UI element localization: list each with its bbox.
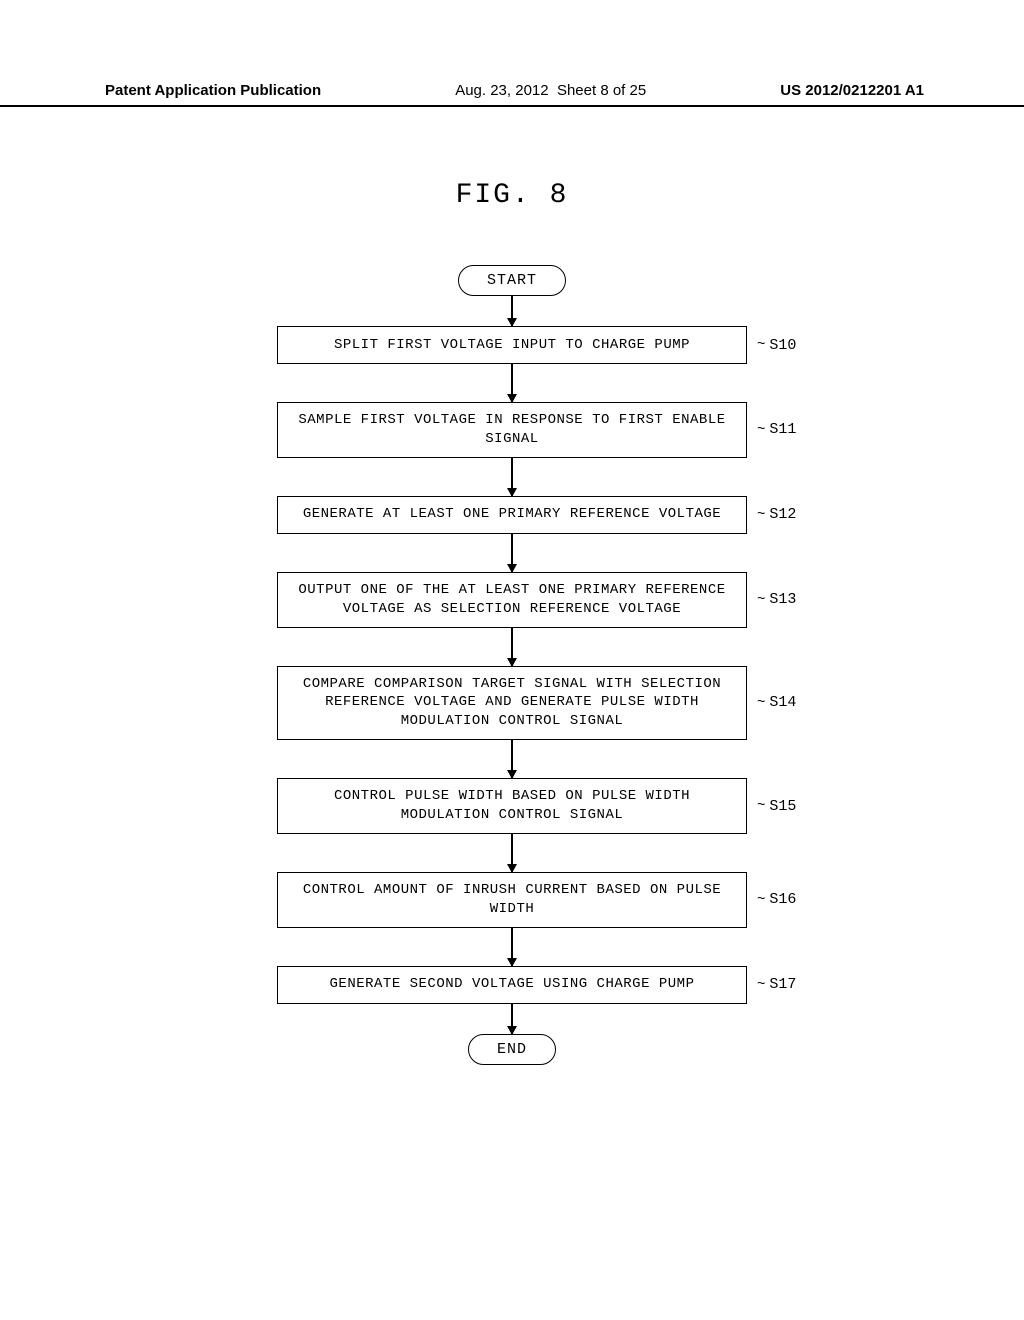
step-label: ~S13 <box>757 591 796 608</box>
flow-arrow <box>511 928 513 966</box>
terminator-end: END <box>468 1034 556 1065</box>
step-row: SAMPLE FIRST VOLTAGE IN RESPONSE TO FIRS… <box>277 402 747 458</box>
step-label: ~S12 <box>757 506 796 523</box>
step-id: S12 <box>769 506 796 523</box>
flow-arrow <box>511 458 513 496</box>
flow-arrow <box>511 740 513 778</box>
flow-arrow <box>511 834 513 872</box>
flow-arrow <box>511 628 513 666</box>
step-id: S13 <box>769 591 796 608</box>
flow-arrow <box>511 364 513 402</box>
step-label: ~S16 <box>757 891 796 908</box>
step-row: GENERATE SECOND VOLTAGE USING CHARGE PUM… <box>277 966 747 1004</box>
process-box: OUTPUT ONE OF THE AT LEAST ONE PRIMARY R… <box>277 572 747 628</box>
step-row: CONTROL AMOUNT OF INRUSH CURRENT BASED O… <box>277 872 747 928</box>
step-id: S10 <box>769 337 796 354</box>
process-box: GENERATE AT LEAST ONE PRIMARY REFERENCE … <box>277 496 747 534</box>
flow-arrow <box>511 296 513 326</box>
header-date-sheet: Aug. 23, 2012 Sheet 8 of 25 <box>455 82 646 99</box>
step-row: CONTROL PULSE WIDTH BASED ON PULSE WIDTH… <box>277 778 747 834</box>
page-header: Patent Application Publication Aug. 23, … <box>0 82 1024 107</box>
header-pubnum: US 2012/0212201 A1 <box>780 82 924 99</box>
flowchart: START SPLIT FIRST VOLTAGE INPUT TO CHARG… <box>0 265 1024 1065</box>
step-label: ~S17 <box>757 976 796 993</box>
process-box: SPLIT FIRST VOLTAGE INPUT TO CHARGE PUMP <box>277 326 747 364</box>
step-label: ~S11 <box>757 421 796 438</box>
header-sheet: Sheet 8 of 25 <box>557 82 646 99</box>
step-row: COMPARE COMPARISON TARGET SIGNAL WITH SE… <box>277 666 747 741</box>
step-id: S11 <box>769 421 796 438</box>
step-id: S16 <box>769 891 796 908</box>
terminator-start: START <box>458 265 566 296</box>
step-label: ~S15 <box>757 798 796 815</box>
step-id: S15 <box>769 798 796 815</box>
flow-arrow <box>511 534 513 572</box>
process-box: SAMPLE FIRST VOLTAGE IN RESPONSE TO FIRS… <box>277 402 747 458</box>
header-row: Patent Application Publication Aug. 23, … <box>0 82 1024 99</box>
step-row: SPLIT FIRST VOLTAGE INPUT TO CHARGE PUMP… <box>277 326 747 364</box>
step-row: GENERATE AT LEAST ONE PRIMARY REFERENCE … <box>277 496 747 534</box>
step-row: OUTPUT ONE OF THE AT LEAST ONE PRIMARY R… <box>277 572 747 628</box>
header-publication: Patent Application Publication <box>105 82 321 99</box>
header-date: Aug. 23, 2012 <box>455 82 548 99</box>
step-id: S14 <box>769 694 796 711</box>
flow-arrow <box>511 1004 513 1034</box>
process-box: GENERATE SECOND VOLTAGE USING CHARGE PUM… <box>277 966 747 1004</box>
step-label: ~S14 <box>757 694 796 711</box>
step-label: ~S10 <box>757 337 796 354</box>
process-box: CONTROL AMOUNT OF INRUSH CURRENT BASED O… <box>277 872 747 928</box>
process-box: COMPARE COMPARISON TARGET SIGNAL WITH SE… <box>277 666 747 741</box>
process-box: CONTROL PULSE WIDTH BASED ON PULSE WIDTH… <box>277 778 747 834</box>
figure-label: FIG. 8 <box>0 180 1024 211</box>
step-id: S17 <box>769 976 796 993</box>
